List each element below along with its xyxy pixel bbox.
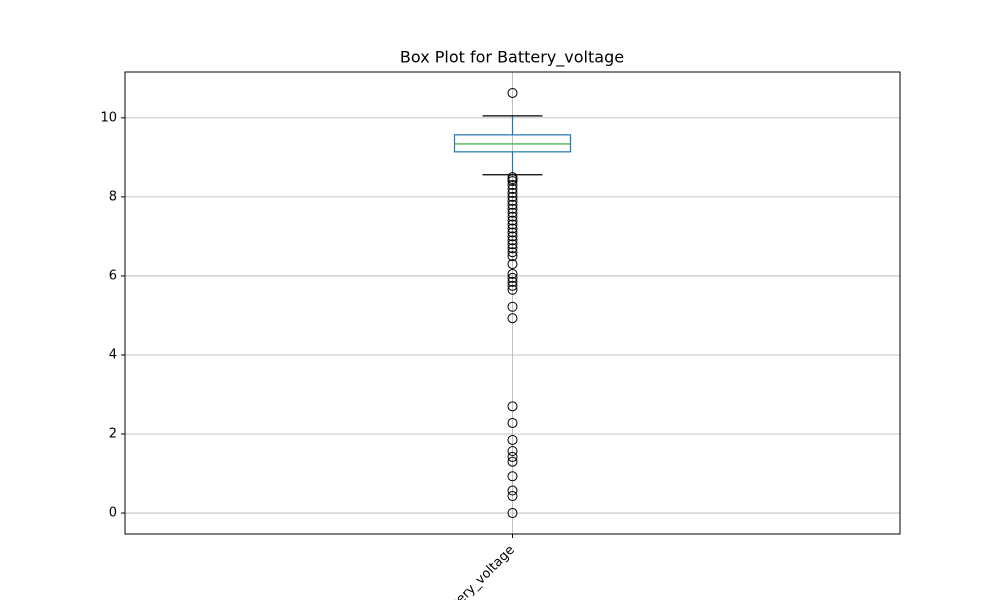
flier — [507, 203, 518, 214]
flier — [507, 491, 518, 502]
flier — [507, 87, 518, 98]
flier — [507, 268, 518, 279]
flier — [507, 231, 518, 242]
flier — [507, 301, 518, 312]
y-tick-label: 4 — [109, 347, 117, 362]
flier — [507, 451, 518, 462]
flier — [507, 456, 518, 467]
flier — [507, 219, 518, 230]
flier — [507, 247, 518, 258]
flier — [507, 211, 518, 222]
flier — [507, 276, 518, 287]
flier — [507, 434, 518, 445]
flier — [507, 471, 518, 482]
flier — [507, 195, 518, 206]
y-tick-label: 8 — [109, 189, 117, 204]
flier — [507, 280, 518, 291]
flier — [507, 191, 518, 202]
flier — [507, 183, 518, 194]
flier — [507, 199, 518, 210]
plot-frame — [124, 71, 901, 535]
y-tick-label: 10 — [100, 110, 117, 125]
flier — [507, 401, 518, 412]
flier — [507, 227, 518, 238]
flier — [507, 180, 518, 191]
flier — [507, 223, 518, 234]
flier — [507, 239, 518, 250]
flier — [507, 284, 518, 295]
y-tick-label: 6 — [109, 268, 117, 283]
y-tick-label: 2 — [109, 427, 117, 442]
flier — [507, 272, 518, 283]
flier — [507, 176, 518, 187]
y-tick-label: 0 — [109, 506, 117, 521]
flier — [507, 215, 518, 226]
flier — [507, 417, 518, 428]
flier — [507, 508, 518, 519]
flier — [507, 251, 518, 262]
flier — [507, 259, 518, 270]
flier — [507, 243, 518, 254]
chart-title: Box Plot for Battery_voltage — [400, 48, 624, 68]
flier — [507, 207, 518, 218]
flier — [507, 187, 518, 198]
x-tick-label: Battery_voltage — [434, 543, 518, 600]
flier — [507, 235, 518, 246]
flier — [507, 485, 518, 496]
flier — [507, 446, 518, 457]
flier — [507, 313, 518, 324]
